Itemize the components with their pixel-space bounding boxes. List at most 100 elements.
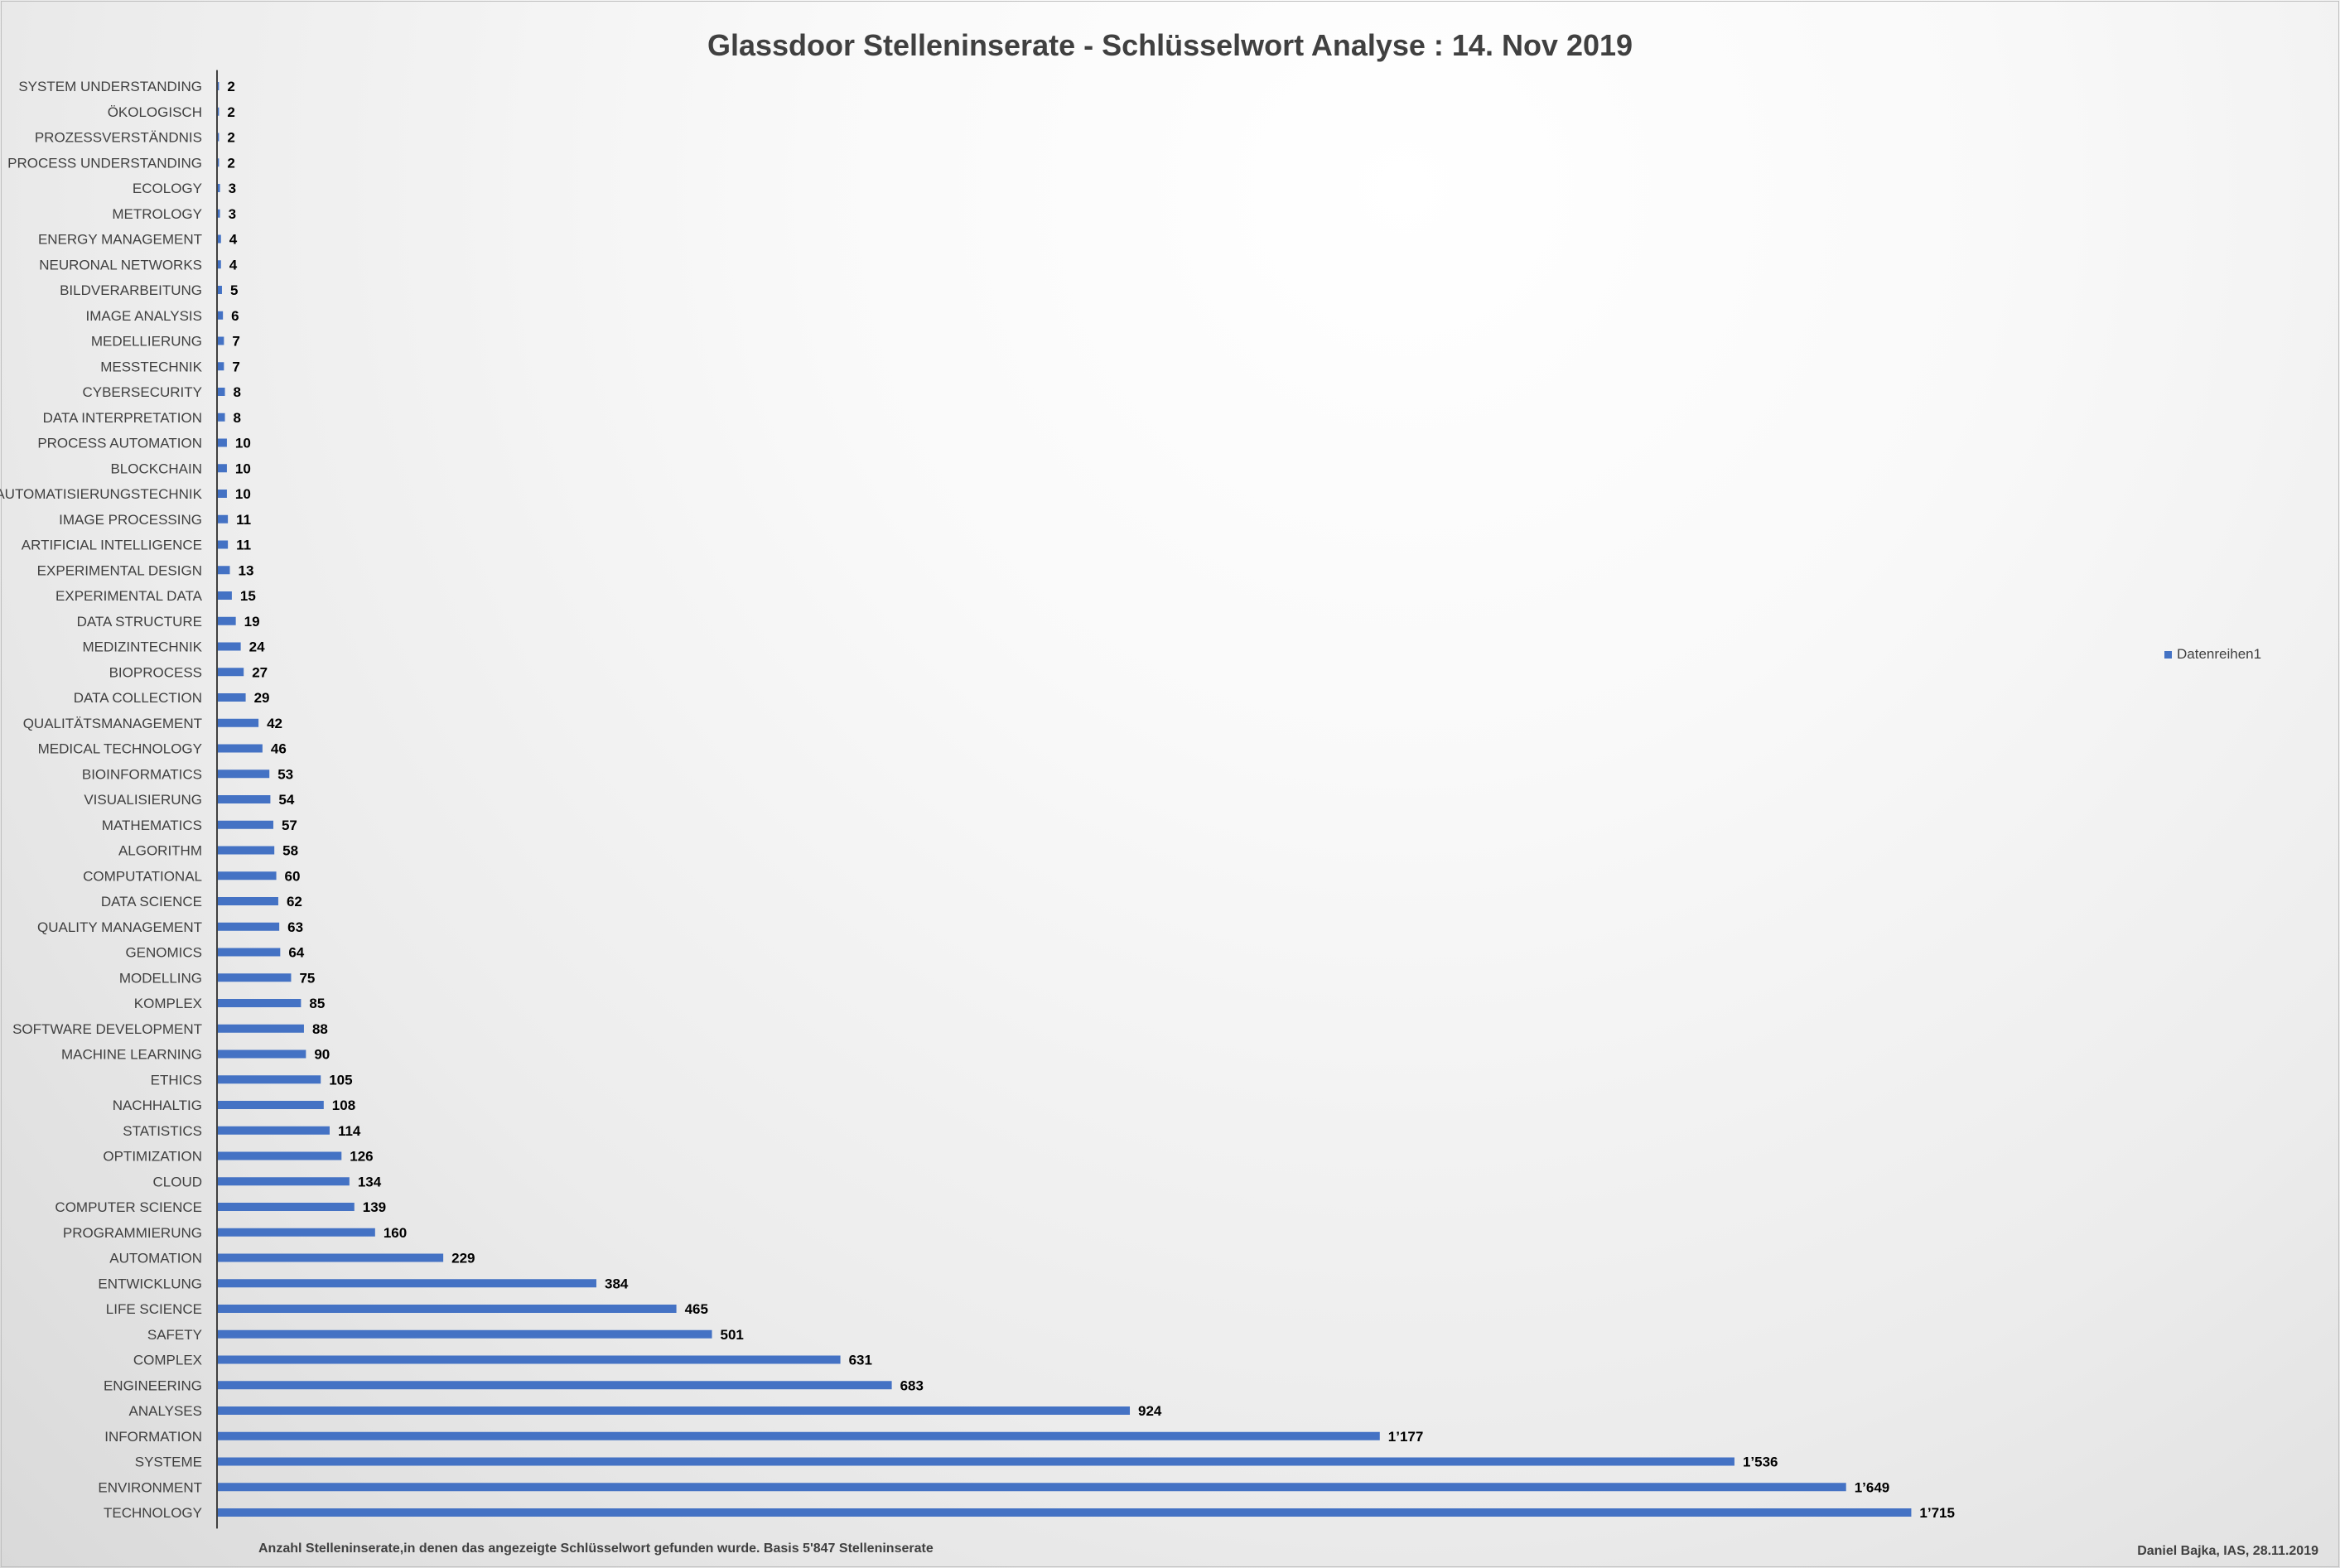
bar-programmierung — [217, 1228, 375, 1237]
data-label: 64 — [288, 945, 304, 961]
data-label: 2 — [227, 130, 234, 146]
bar-bioinformatics — [217, 770, 270, 779]
category-label: EXPERIMENTAL DATA — [55, 588, 203, 604]
data-label: 4 — [229, 257, 238, 273]
data-label: 126 — [350, 1149, 373, 1165]
category-label: STATISTICS — [123, 1123, 202, 1139]
category-label: BIOPROCESS — [109, 664, 202, 680]
bar-statistics — [217, 1126, 330, 1135]
category-label: AUTOMATISIERUNGSTECHNIK — [0, 486, 203, 502]
bar-data-interpretation — [217, 413, 225, 422]
bar-data-collection — [217, 693, 246, 702]
bar-neuronal-networks — [217, 260, 221, 269]
data-label: 8 — [234, 384, 241, 400]
bar-life-science — [217, 1305, 677, 1313]
category-label: ÖKOLOGISCH — [108, 104, 202, 120]
bar-ökologisch — [217, 107, 220, 116]
bar-qualitätsmanagement — [217, 718, 259, 727]
category-label: CLOUD — [152, 1174, 202, 1189]
data-label: 10 — [235, 461, 251, 476]
data-label: 5 — [230, 282, 238, 298]
data-label: 11 — [236, 538, 251, 553]
category-label: GENOMICS — [125, 945, 202, 961]
data-label: 2 — [227, 104, 234, 120]
bar-blockchain — [217, 464, 227, 473]
data-label: 85 — [309, 996, 325, 1011]
data-label: 1’177 — [1388, 1429, 1424, 1445]
category-label: MEDELLIERUNG — [91, 334, 202, 350]
data-label: 384 — [605, 1276, 629, 1291]
category-label: IMAGE PROCESSING — [59, 512, 202, 528]
category-label: SAFETY — [147, 1327, 202, 1343]
data-label: 90 — [314, 1047, 330, 1063]
category-label: PROZESSVERSTÄNDNIS — [35, 130, 202, 146]
category-label: MODELLING — [119, 970, 202, 986]
category-label: ECOLOGY — [133, 181, 202, 196]
bar-ecology — [217, 184, 220, 192]
category-label: ENGINEERING — [104, 1377, 202, 1393]
data-label: 63 — [287, 919, 303, 935]
bar-safety — [217, 1329, 712, 1339]
category-label: NACHHALTIG — [113, 1098, 202, 1113]
category-label: EXPERIMENTAL DESIGN — [37, 562, 202, 578]
data-label: 24 — [249, 639, 265, 655]
data-label: 139 — [363, 1199, 386, 1215]
data-label: 160 — [384, 1225, 407, 1241]
category-label: ARTIFICIAL INTELLIGENCE — [22, 538, 202, 553]
data-label: 58 — [282, 843, 298, 859]
data-label: 2 — [227, 79, 234, 94]
legend: Datenreihen1 — [2164, 646, 2261, 663]
category-label: TECHNOLOGY — [104, 1505, 202, 1521]
data-label: 2 — [227, 155, 234, 171]
data-label: 54 — [278, 792, 294, 808]
bar-system-understanding — [217, 82, 220, 90]
category-label: DATA SCIENCE — [101, 894, 202, 909]
bar-nachhaltig — [217, 1101, 324, 1109]
bar-algorithm — [217, 846, 275, 855]
category-label: BLOCKCHAIN — [110, 461, 202, 476]
category-label: COMPUTATIONAL — [83, 868, 202, 884]
data-label: 229 — [451, 1251, 475, 1266]
category-label: COMPLEX — [133, 1353, 202, 1368]
bar-systeme — [217, 1457, 1734, 1466]
category-label: NEURONAL NETWORKS — [39, 257, 202, 273]
bar-experimental-design — [217, 566, 230, 575]
category-label: MEDICAL TECHNOLOGY — [38, 741, 202, 757]
bar-process-understanding — [217, 158, 220, 167]
legend-label: Datenreihen1 — [2177, 646, 2262, 662]
bar-entwicklung — [217, 1279, 596, 1288]
bars-group — [217, 82, 1912, 1517]
category-label: ETHICS — [151, 1072, 202, 1088]
category-label: OPTIMIZATION — [103, 1149, 202, 1165]
category-label: DATA COLLECTION — [74, 690, 202, 706]
data-label: 42 — [267, 716, 282, 731]
data-label: 57 — [282, 818, 297, 833]
bar-process-automation — [217, 438, 227, 447]
data-label: 3 — [229, 181, 236, 196]
data-label: 924 — [1138, 1403, 1162, 1419]
category-label: MACHINE LEARNING — [61, 1047, 202, 1063]
bar-engineering — [217, 1381, 892, 1390]
data-label: 1’715 — [1919, 1505, 1955, 1521]
category-label: AUTOMATION — [109, 1251, 202, 1266]
bar-environment — [217, 1483, 1846, 1492]
bar-automation — [217, 1253, 444, 1262]
bar-data-science — [217, 897, 278, 905]
data-label: 465 — [685, 1301, 708, 1317]
bar-information — [217, 1431, 1380, 1440]
data-label: 13 — [239, 562, 254, 578]
data-label: 10 — [235, 486, 251, 502]
data-label: 105 — [329, 1072, 352, 1088]
bar-computer-science — [217, 1203, 355, 1211]
category-label: ENTWICKLUNG — [98, 1276, 202, 1291]
bar-mathematics — [217, 820, 273, 829]
category-label: BILDVERARBEITUNG — [60, 282, 202, 298]
category-label: PROGRAMMIERUNG — [63, 1225, 202, 1241]
bar-bioprocess — [217, 668, 244, 677]
bar-prozessverständnis — [217, 133, 220, 142]
data-label: 108 — [332, 1098, 355, 1113]
category-label: LIFE SCIENCE — [106, 1301, 202, 1317]
category-label: BIOINFORMATICS — [82, 766, 202, 782]
